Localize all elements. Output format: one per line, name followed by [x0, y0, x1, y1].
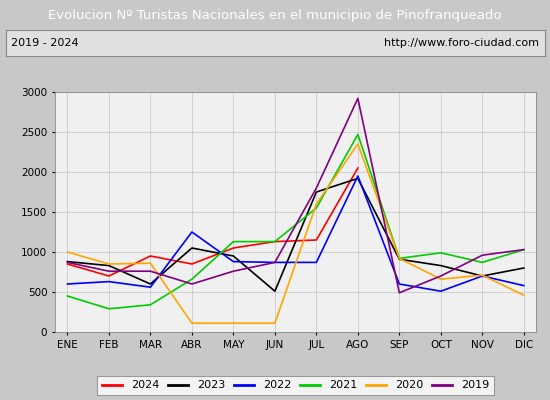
2023: [106, 263, 112, 268]
2021: [106, 306, 112, 311]
2022: [396, 282, 403, 286]
2020: [189, 321, 195, 326]
Text: http://www.foro-ciudad.com: http://www.foro-ciudad.com: [384, 38, 539, 48]
2022: [147, 285, 153, 290]
2019: [272, 260, 278, 265]
2023: [64, 259, 71, 264]
Text: 2019 - 2024: 2019 - 2024: [11, 38, 79, 48]
2020: [230, 321, 236, 326]
2019: [106, 269, 112, 274]
2020: [520, 293, 527, 298]
2020: [313, 202, 320, 206]
2020: [64, 250, 71, 254]
2019: [313, 186, 320, 190]
2019: [438, 274, 444, 278]
2021: [396, 256, 403, 261]
2021: [64, 294, 71, 298]
2022: [479, 274, 486, 278]
2019: [189, 282, 195, 286]
2020: [396, 256, 403, 261]
2023: [147, 282, 153, 286]
2019: [479, 253, 486, 258]
2020: [438, 277, 444, 282]
Line: 2021: 2021: [68, 134, 524, 309]
2023: [355, 176, 361, 181]
2022: [189, 230, 195, 234]
2023: [479, 274, 486, 278]
2021: [272, 239, 278, 244]
Legend: 2024, 2023, 2022, 2021, 2020, 2019: 2024, 2023, 2022, 2021, 2020, 2019: [97, 376, 494, 395]
2023: [438, 263, 444, 268]
2019: [147, 269, 153, 274]
2021: [313, 206, 320, 210]
2019: [520, 247, 527, 252]
2021: [479, 260, 486, 265]
2020: [106, 262, 112, 266]
2022: [520, 283, 527, 288]
2022: [64, 282, 71, 286]
2021: [355, 132, 361, 137]
2023: [396, 257, 403, 262]
2019: [64, 260, 71, 265]
2020: [355, 142, 361, 146]
2021: [438, 250, 444, 255]
2021: [189, 277, 195, 282]
2022: [106, 279, 112, 284]
Line: 2020: 2020: [68, 144, 524, 323]
2023: [272, 289, 278, 294]
2022: [313, 260, 320, 265]
2022: [230, 259, 236, 264]
2022: [355, 174, 361, 178]
2020: [147, 261, 153, 266]
2020: [272, 321, 278, 326]
2023: [520, 266, 527, 270]
Line: 2019: 2019: [68, 98, 524, 293]
2023: [230, 254, 236, 258]
2023: [313, 190, 320, 194]
2022: [272, 260, 278, 265]
2019: [230, 269, 236, 274]
Line: 2022: 2022: [68, 176, 524, 291]
2021: [520, 247, 527, 252]
Line: 2023: 2023: [68, 178, 524, 291]
Text: Evolucion Nº Turistas Nacionales en el municipio de Pinofranqueado: Evolucion Nº Turistas Nacionales en el m…: [48, 8, 502, 22]
2021: [147, 302, 153, 307]
2022: [438, 289, 444, 294]
2019: [396, 290, 403, 295]
2023: [189, 246, 195, 250]
2019: [355, 96, 361, 101]
2021: [230, 239, 236, 244]
2020: [479, 273, 486, 278]
